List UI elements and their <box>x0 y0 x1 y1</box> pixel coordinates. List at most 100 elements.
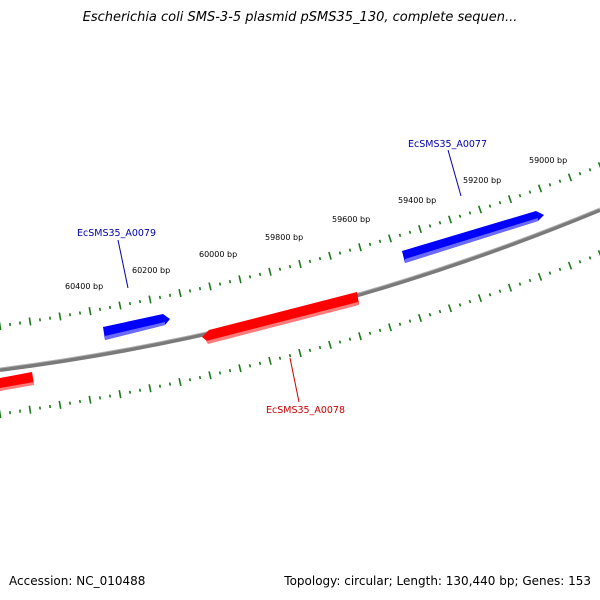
outer-ring-tick <box>238 275 242 284</box>
outer-ring-tick <box>578 172 582 176</box>
outer-ring-tick <box>228 280 232 284</box>
gene-ecsms35-a0077[interactable]: EcSMS35_A0077 <box>402 139 544 263</box>
inner-ring-tick <box>597 249 600 257</box>
inner-ring-tick <box>158 384 162 388</box>
inner-ring-tick <box>398 322 402 326</box>
outer-ring-tick <box>458 214 462 218</box>
outer-ring-tick <box>518 193 522 198</box>
outer-ring-tick <box>218 282 222 286</box>
gene-pointer-a0077 <box>447 149 462 197</box>
outer-ring-tick <box>588 168 592 172</box>
outer-ring-tick <box>308 259 312 264</box>
outer-ring-tick <box>528 190 532 194</box>
accession-text: Accession: NC_010488 <box>9 574 146 588</box>
outer-ring-tick <box>118 301 122 310</box>
inner-ring-tick <box>588 256 592 260</box>
inner-ring-tick <box>218 371 222 375</box>
outer-ring-tick <box>108 305 112 310</box>
tick-label-59400: 59400 bp <box>398 196 436 205</box>
inner-ring-tick <box>408 319 412 323</box>
outer-ring-tick <box>178 289 182 298</box>
outer-ring-tick <box>438 221 442 225</box>
inner-ring-tick <box>28 405 32 414</box>
outer-ring-tick <box>358 243 362 252</box>
outer-ring-tick <box>138 299 142 304</box>
gene-partial-left[interactable] <box>0 372 34 391</box>
outer-ring-tick <box>198 287 202 291</box>
outer-scale-ring <box>0 162 600 331</box>
tick-label-60200: 60200 bp <box>132 266 170 275</box>
inner-ring-tick <box>378 328 382 333</box>
outer-ring-tick <box>408 230 412 234</box>
inner-ring-tick <box>428 313 432 317</box>
inner-ring-tick <box>477 294 483 303</box>
outer-ring-tick <box>488 204 492 208</box>
outer-ring-tick <box>398 233 402 238</box>
gene-pointer-a0078 <box>289 357 300 403</box>
gene-label-a0079: EcSMS35_A0079 <box>77 228 156 239</box>
outer-ring-tick <box>78 311 82 315</box>
outer-ring-tick <box>498 200 502 205</box>
outer-ring-tick <box>148 295 152 304</box>
gene-pointer-a0079 <box>117 239 129 289</box>
outer-ring-tick <box>507 195 513 204</box>
inner-ring-tick <box>328 340 332 349</box>
inner-ring-tick <box>78 399 82 404</box>
outer-ring-tick <box>128 301 132 306</box>
inner-ring-tick <box>58 400 62 409</box>
inner-ring-tick <box>567 261 573 270</box>
inner-ring-tick <box>438 309 442 314</box>
gene-label-a0078: EcSMS35_A0078 <box>266 405 345 416</box>
tick-label-59000: 59000 bp <box>529 156 567 165</box>
inner-ring-tick <box>358 332 362 341</box>
outer-ring-tick <box>188 289 192 293</box>
outer-ring-tick <box>348 248 352 252</box>
tick-label-60000: 60000 bp <box>199 250 237 259</box>
inner-ring-tick <box>168 382 172 386</box>
gene-ecsms35-a0079[interactable]: EcSMS35_A0079 <box>77 228 170 340</box>
outer-ring-tick <box>328 251 332 260</box>
inner-ring-tick <box>0 409 2 419</box>
inner-ring-tick <box>248 364 252 368</box>
inner-ring-tick <box>298 348 302 358</box>
outer-ring-tick <box>558 179 562 183</box>
inner-ring-tick <box>138 388 142 392</box>
tick-label-59200: 59200 bp <box>463 176 501 185</box>
inner-ring-tick <box>558 267 562 272</box>
inner-ring-tick <box>308 348 312 353</box>
outer-ring-tick <box>88 307 92 316</box>
outer-ring-tick <box>468 211 472 215</box>
inner-scale-ring <box>0 249 600 419</box>
map-title: Escherichia coli SMS-3-5 plasmid pSMS35_… <box>82 10 518 25</box>
scale-tick-labels: 59000 bp 59200 bp 59400 bp 59600 bp 5980… <box>65 156 567 291</box>
inner-ring-tick <box>258 361 262 366</box>
inner-ring-tick <box>418 313 422 323</box>
inner-ring-tick <box>278 356 282 360</box>
inner-ring-tick <box>228 369 232 373</box>
outer-ring-tick <box>477 205 483 214</box>
inner-ring-tick <box>528 278 532 283</box>
outer-ring-tick <box>98 307 102 311</box>
inner-ring-tick <box>208 371 212 380</box>
inner-ring-tick <box>468 299 472 304</box>
outer-ring-tick <box>418 225 422 234</box>
inner-ring-tick <box>447 304 453 313</box>
inner-ring-tick <box>368 331 372 335</box>
inner-ring-tick <box>488 293 492 297</box>
outer-ring-tick <box>298 259 302 269</box>
inner-ring-tick <box>188 378 192 382</box>
inner-ring-tick <box>388 323 392 332</box>
outer-ring-tick <box>428 224 432 228</box>
gene-label-a0077: EcSMS35_A0077 <box>408 139 487 150</box>
inner-ring-tick <box>318 345 322 350</box>
inner-ring-tick <box>268 356 272 365</box>
inner-ring-tick <box>88 395 92 404</box>
outer-ring-tick <box>58 312 62 321</box>
outer-ring-tick <box>28 317 32 326</box>
topology-summary: Topology: circular; Length: 130,440 bp; … <box>284 574 591 588</box>
outer-ring-tick <box>288 264 292 269</box>
inner-ring-tick <box>238 364 242 373</box>
gene-ecsms35-a0078[interactable]: EcSMS35_A0078 <box>202 292 359 416</box>
inner-ring-tick <box>578 260 582 264</box>
